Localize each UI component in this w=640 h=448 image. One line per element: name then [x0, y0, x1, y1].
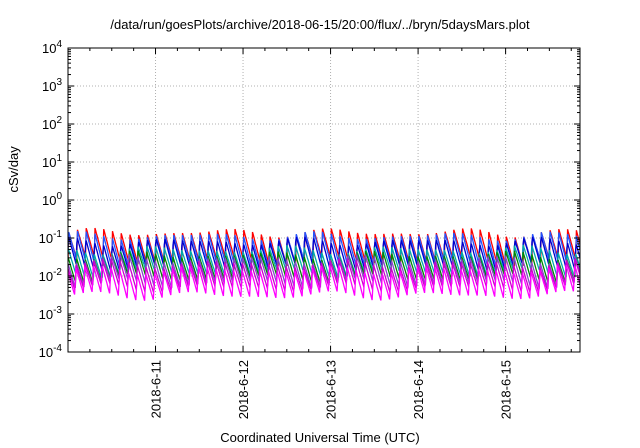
- series-line: [68, 250, 580, 284]
- x-tick-label: 2018-6-12: [236, 360, 251, 419]
- y-tick-label: 100: [42, 191, 62, 208]
- x-tick-label: 2018-6-13: [324, 360, 339, 419]
- y-axis-label: cSv/day: [5, 146, 21, 193]
- y-tick-label: 103: [42, 77, 62, 94]
- series-line: [68, 244, 580, 279]
- y-tick-label: 10-1: [39, 229, 63, 246]
- series-line: [68, 236, 580, 273]
- series-layer: [68, 227, 580, 301]
- grid-layer: [68, 48, 580, 352]
- x-tick-label: 2018-6-14: [411, 360, 426, 419]
- y-tick-label: 102: [42, 115, 62, 132]
- series-line: [68, 264, 580, 301]
- tick-layer: 10-4 10-3 10-2 10-1 100 101 102 103 104 2018-6-11…: [39, 39, 580, 419]
- x-tick-label: 2018-6-11: [149, 360, 164, 418]
- x-axis-label: Coordinated Universal Time (UTC): [220, 430, 420, 445]
- y-tick-label: 10-4: [39, 343, 63, 360]
- y-tick-label: 101: [42, 153, 62, 170]
- y-tick-label: 10-3: [39, 305, 63, 322]
- chart-title: /data/run/goesPlots/archive/2018-06-15/2…: [110, 17, 530, 32]
- x-tick-label: 2018-6-15: [499, 360, 514, 419]
- y-tick-label: 10-2: [39, 267, 63, 284]
- y-tick-label: 104: [42, 39, 62, 56]
